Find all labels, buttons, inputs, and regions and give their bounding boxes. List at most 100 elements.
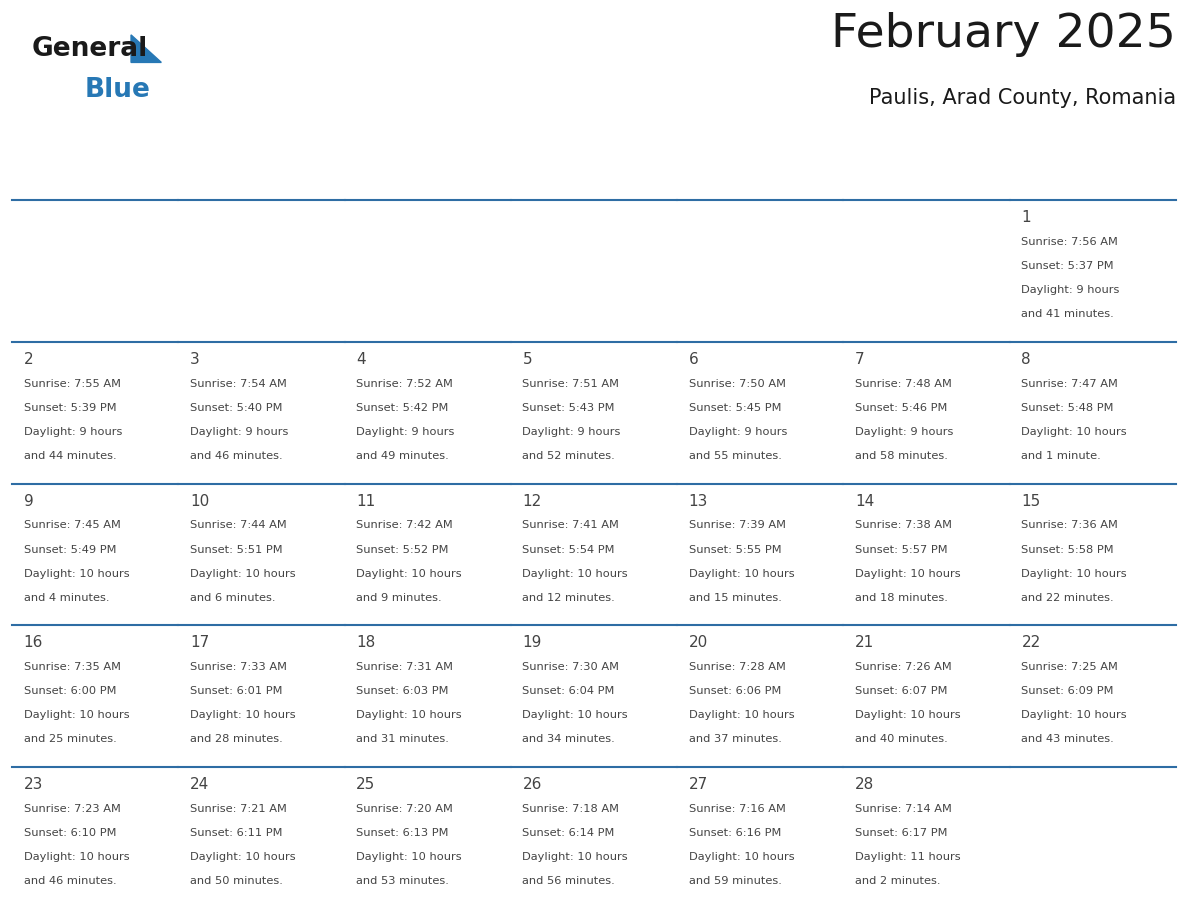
Text: Sunrise: 7:16 AM: Sunrise: 7:16 AM: [689, 804, 785, 814]
Text: 5: 5: [523, 352, 532, 367]
Text: Daylight: 10 hours: Daylight: 10 hours: [1022, 568, 1127, 578]
Text: Sunset: 6:10 PM: Sunset: 6:10 PM: [24, 828, 116, 838]
Text: 2: 2: [24, 352, 33, 367]
Text: and 28 minutes.: and 28 minutes.: [190, 734, 283, 744]
Text: 10: 10: [190, 494, 209, 509]
Text: and 41 minutes.: and 41 minutes.: [1022, 309, 1114, 319]
Text: and 46 minutes.: and 46 minutes.: [190, 451, 283, 461]
Text: Daylight: 10 hours: Daylight: 10 hours: [190, 568, 296, 578]
Text: and 53 minutes.: and 53 minutes.: [356, 876, 449, 886]
Text: and 59 minutes.: and 59 minutes.: [689, 876, 782, 886]
Text: 16: 16: [24, 635, 43, 650]
Text: 6: 6: [689, 352, 699, 367]
Text: Sunrise: 7:54 AM: Sunrise: 7:54 AM: [190, 379, 286, 388]
Text: Sunset: 5:48 PM: Sunset: 5:48 PM: [1022, 403, 1114, 413]
Text: Sunset: 6:06 PM: Sunset: 6:06 PM: [689, 687, 782, 696]
Text: and 18 minutes.: and 18 minutes.: [855, 593, 948, 603]
Text: Daylight: 9 hours: Daylight: 9 hours: [190, 427, 289, 437]
Text: Daylight: 9 hours: Daylight: 9 hours: [1022, 285, 1120, 296]
Text: Sunset: 5:55 PM: Sunset: 5:55 PM: [689, 544, 782, 554]
Text: and 49 minutes.: and 49 minutes.: [356, 451, 449, 461]
Text: Daylight: 9 hours: Daylight: 9 hours: [356, 427, 455, 437]
Text: and 43 minutes.: and 43 minutes.: [1022, 734, 1114, 744]
Text: Blue: Blue: [84, 77, 151, 103]
Text: Sunrise: 7:47 AM: Sunrise: 7:47 AM: [1022, 379, 1118, 388]
Text: Sunrise: 7:36 AM: Sunrise: 7:36 AM: [1022, 521, 1118, 531]
Text: 15: 15: [1022, 494, 1041, 509]
Text: Sunset: 6:07 PM: Sunset: 6:07 PM: [855, 687, 948, 696]
Text: Sunrise: 7:28 AM: Sunrise: 7:28 AM: [689, 662, 785, 672]
Text: Sunrise: 7:21 AM: Sunrise: 7:21 AM: [190, 804, 286, 814]
Text: and 40 minutes.: and 40 minutes.: [855, 734, 948, 744]
Text: Sunday: Sunday: [21, 165, 84, 184]
Text: and 58 minutes.: and 58 minutes.: [855, 451, 948, 461]
Text: Daylight: 10 hours: Daylight: 10 hours: [356, 852, 462, 862]
Text: Daylight: 9 hours: Daylight: 9 hours: [689, 427, 788, 437]
Text: Daylight: 10 hours: Daylight: 10 hours: [356, 568, 462, 578]
Text: Daylight: 10 hours: Daylight: 10 hours: [689, 711, 795, 721]
Text: Daylight: 11 hours: Daylight: 11 hours: [855, 852, 961, 862]
Text: Sunrise: 7:25 AM: Sunrise: 7:25 AM: [1022, 662, 1118, 672]
Text: Sunset: 5:40 PM: Sunset: 5:40 PM: [190, 403, 283, 413]
Polygon shape: [131, 35, 162, 62]
Text: Daylight: 10 hours: Daylight: 10 hours: [356, 711, 462, 721]
Text: Daylight: 10 hours: Daylight: 10 hours: [1022, 427, 1127, 437]
Text: and 52 minutes.: and 52 minutes.: [523, 451, 615, 461]
Text: Sunrise: 7:14 AM: Sunrise: 7:14 AM: [855, 804, 952, 814]
Text: Monday: Monday: [188, 165, 254, 184]
Text: 26: 26: [523, 777, 542, 792]
Text: February 2025: February 2025: [832, 12, 1176, 58]
Text: Sunset: 5:54 PM: Sunset: 5:54 PM: [523, 544, 615, 554]
Text: Sunset: 5:39 PM: Sunset: 5:39 PM: [24, 403, 116, 413]
Text: Sunset: 6:01 PM: Sunset: 6:01 PM: [190, 687, 283, 696]
Text: Sunrise: 7:30 AM: Sunrise: 7:30 AM: [523, 662, 619, 672]
Text: Sunrise: 7:50 AM: Sunrise: 7:50 AM: [689, 379, 785, 388]
Text: Daylight: 10 hours: Daylight: 10 hours: [190, 852, 296, 862]
Text: Daylight: 10 hours: Daylight: 10 hours: [689, 852, 795, 862]
Text: and 44 minutes.: and 44 minutes.: [24, 451, 116, 461]
Text: Tuesday: Tuesday: [354, 165, 422, 184]
Text: Sunrise: 7:55 AM: Sunrise: 7:55 AM: [24, 379, 120, 388]
Text: Sunrise: 7:45 AM: Sunrise: 7:45 AM: [24, 521, 120, 531]
Text: 7: 7: [855, 352, 865, 367]
Text: and 4 minutes.: and 4 minutes.: [24, 593, 109, 603]
Text: and 56 minutes.: and 56 minutes.: [523, 876, 615, 886]
Text: Sunrise: 7:23 AM: Sunrise: 7:23 AM: [24, 804, 120, 814]
Text: 12: 12: [523, 494, 542, 509]
Text: Sunset: 6:16 PM: Sunset: 6:16 PM: [689, 828, 782, 838]
Text: 22: 22: [1022, 635, 1041, 650]
Text: Sunset: 6:14 PM: Sunset: 6:14 PM: [523, 828, 615, 838]
Text: Saturday: Saturday: [1019, 165, 1094, 184]
Text: Friday: Friday: [853, 165, 904, 184]
Text: Daylight: 10 hours: Daylight: 10 hours: [523, 568, 628, 578]
Text: Daylight: 10 hours: Daylight: 10 hours: [24, 568, 129, 578]
Text: Sunrise: 7:44 AM: Sunrise: 7:44 AM: [190, 521, 286, 531]
Text: 14: 14: [855, 494, 874, 509]
Text: Sunrise: 7:41 AM: Sunrise: 7:41 AM: [523, 521, 619, 531]
Text: Sunset: 5:46 PM: Sunset: 5:46 PM: [855, 403, 948, 413]
Text: 3: 3: [190, 352, 200, 367]
Text: Sunset: 5:45 PM: Sunset: 5:45 PM: [689, 403, 782, 413]
Text: Sunset: 5:43 PM: Sunset: 5:43 PM: [523, 403, 615, 413]
Text: Sunset: 6:09 PM: Sunset: 6:09 PM: [1022, 687, 1114, 696]
Text: Daylight: 10 hours: Daylight: 10 hours: [1022, 711, 1127, 721]
Text: 17: 17: [190, 635, 209, 650]
Text: Sunset: 6:17 PM: Sunset: 6:17 PM: [855, 828, 948, 838]
Text: and 15 minutes.: and 15 minutes.: [689, 593, 782, 603]
Text: Sunrise: 7:39 AM: Sunrise: 7:39 AM: [689, 521, 785, 531]
Text: and 9 minutes.: and 9 minutes.: [356, 593, 442, 603]
Text: Daylight: 9 hours: Daylight: 9 hours: [24, 427, 122, 437]
Text: Sunrise: 7:38 AM: Sunrise: 7:38 AM: [855, 521, 952, 531]
Text: and 25 minutes.: and 25 minutes.: [24, 734, 116, 744]
Text: Sunset: 6:13 PM: Sunset: 6:13 PM: [356, 828, 449, 838]
Text: Sunrise: 7:56 AM: Sunrise: 7:56 AM: [1022, 237, 1118, 247]
Text: and 6 minutes.: and 6 minutes.: [190, 593, 276, 603]
Text: Sunrise: 7:52 AM: Sunrise: 7:52 AM: [356, 379, 453, 388]
Text: Daylight: 10 hours: Daylight: 10 hours: [190, 711, 296, 721]
Text: Wednesday: Wednesday: [520, 165, 617, 184]
Text: 4: 4: [356, 352, 366, 367]
Text: 18: 18: [356, 635, 375, 650]
Text: Sunrise: 7:33 AM: Sunrise: 7:33 AM: [190, 662, 286, 672]
Text: and 1 minute.: and 1 minute.: [1022, 451, 1101, 461]
Text: Sunset: 5:58 PM: Sunset: 5:58 PM: [1022, 544, 1114, 554]
